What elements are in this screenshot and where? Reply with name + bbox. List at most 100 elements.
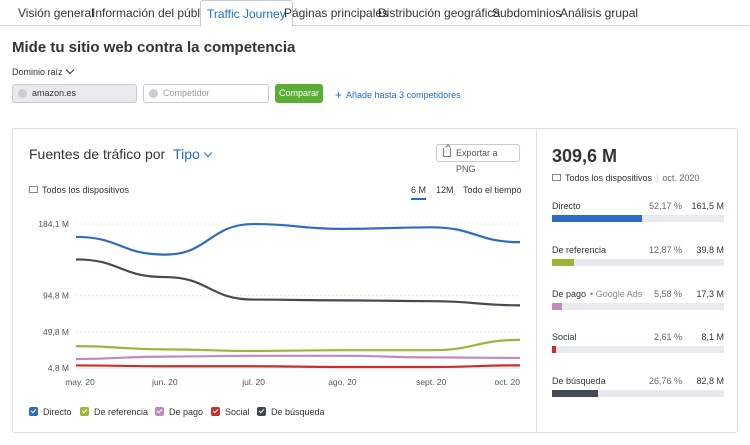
series-line-directo	[75, 222, 521, 256]
add-competitors-link[interactable]: + Añade hasta 3 competidores	[335, 87, 461, 102]
source-bar-fill	[552, 390, 599, 397]
source-sub: • Google Ads	[590, 289, 643, 299]
summary-date: oct. 2020	[662, 173, 700, 183]
source-name: De búsqueda	[552, 376, 606, 386]
x-tick-label: jul. 20	[241, 377, 265, 387]
source-value: 161,5 M	[691, 201, 724, 211]
devices-label: Todos los dispositivos	[42, 185, 130, 195]
source-bar-track	[552, 390, 724, 397]
page-title: Mide tu sitio web contra la competencia	[12, 39, 296, 56]
legend-de-referencia[interactable]: De referencia	[80, 406, 148, 417]
series-line-social	[75, 364, 521, 369]
legend-de-pago[interactable]: De pago	[155, 406, 203, 417]
compare-button[interactable]: Comparar	[275, 84, 323, 103]
devices-icon	[29, 186, 38, 193]
export-label: Exportar a PNG	[456, 148, 498, 174]
tab-informacion-publico[interactable]: Información del público	[92, 6, 216, 20]
period-12m[interactable]: 12M	[436, 185, 454, 195]
period-6m[interactable]: 6 M	[411, 185, 427, 200]
checkbox-icon	[211, 407, 220, 416]
root-domain-dropdown[interactable]: Dominio raíz	[12, 65, 74, 77]
checkbox-icon	[29, 407, 38, 416]
legend-directo[interactable]: Directo	[29, 406, 72, 417]
legend-social[interactable]: Social	[211, 406, 250, 417]
y-tick-label: 184,1 M	[38, 219, 69, 229]
chart-title-label: Fuentes de tráfico por	[29, 146, 166, 162]
source-bar-track	[552, 215, 724, 222]
summary-devices: Todos los dispositivos | oct. 2020	[552, 173, 699, 183]
x-tick-label: ago. 20	[328, 377, 357, 387]
source-bar-track	[552, 303, 724, 310]
x-tick-label: may. 20	[65, 377, 95, 387]
tab-vision-general[interactable]: Visión general	[18, 6, 94, 20]
status-dot-icon	[18, 89, 27, 98]
series-line-de-búsqueda	[75, 258, 521, 307]
type-selector-label: Tipo	[173, 146, 200, 162]
source-bar-track	[552, 346, 724, 353]
x-tick-label: oct. 20	[494, 377, 520, 387]
total-traffic: 309,6 M	[552, 146, 618, 166]
type-selector[interactable]: Tipo	[173, 146, 213, 162]
source-name: De pago	[552, 289, 587, 299]
competitor-input-placeholder: Competidor	[163, 88, 210, 98]
source-name-wrap: De pago • Google Ads	[552, 289, 642, 299]
legend-label: Social	[225, 407, 250, 417]
add-competitors-label: Añade hasta 3 competidores	[346, 90, 461, 100]
summary-devices-label: Todos los dispositivos	[565, 173, 653, 183]
checkbox-icon	[80, 407, 89, 416]
series-line-de-pago	[75, 354, 521, 361]
source-name: Directo	[552, 201, 581, 211]
domain-input-value: amazon.es	[32, 88, 77, 98]
source-name: Social	[552, 332, 577, 342]
source-name: De referencia	[552, 245, 607, 255]
source-percent: 5,58 %	[653, 289, 682, 299]
tab-subdominios[interactable]: Subdominios	[492, 6, 562, 20]
legend-de-busqueda[interactable]: De búsqueda	[257, 406, 325, 417]
source-value: 8,1 M	[701, 332, 724, 342]
source-percent: 2,61 %	[653, 332, 682, 342]
traffic-sources-card	[12, 128, 738, 433]
source-value: 17,3 M	[696, 289, 724, 299]
series-line-de-referencia	[75, 338, 521, 353]
period-all-time[interactable]: Todo el tiempo	[463, 185, 522, 195]
y-tick-label: 94,8 M	[43, 291, 69, 301]
export-png-button[interactable]: Exportar a PNG	[436, 144, 520, 174]
source-value: 82,8 M	[696, 376, 724, 386]
card-divider	[536, 128, 537, 433]
tab-analisis-grupal[interactable]: Análisis grupal	[560, 6, 639, 20]
domain-input[interactable]: amazon.es	[12, 84, 137, 103]
source-percent: 52,17 %	[648, 201, 682, 211]
x-tick-label: jun. 20	[151, 377, 178, 387]
legend-label: De búsqueda	[271, 407, 325, 417]
devices-icon	[552, 174, 561, 181]
source-bar-fill	[552, 346, 557, 353]
divider: |	[656, 173, 659, 183]
chart-title: Fuentes de tráfico por Tipo	[29, 146, 213, 162]
y-tick-label: 4,8 M	[48, 363, 69, 373]
root-domain-label: Dominio raíz	[12, 67, 63, 77]
source-sub-label: Google Ads	[595, 289, 643, 299]
tab-bar: Visión general Información del público T…	[0, 0, 750, 27]
competitor-input[interactable]: Competidor	[143, 84, 269, 103]
x-tick-label: sept. 20	[416, 377, 447, 387]
checkbox-icon	[155, 407, 164, 416]
legend-label: Directo	[43, 407, 72, 417]
source-percent: 26,76 %	[648, 376, 682, 386]
devices-selector[interactable]: Todos los dispositivos	[29, 185, 129, 195]
source-percent: 12,87 %	[648, 245, 682, 255]
export-icon	[443, 148, 451, 157]
source-bar-fill	[552, 259, 575, 266]
source-value: 39,8 M	[696, 245, 724, 255]
legend-label: De pago	[169, 407, 204, 417]
source-bar-track	[552, 259, 724, 266]
y-tick-label: 49,8 M	[43, 327, 69, 337]
plus-icon: +	[335, 88, 343, 102]
tab-traffic-journey[interactable]: Traffic Journey	[200, 0, 293, 27]
source-bar-fill	[552, 215, 642, 222]
status-dot-icon	[149, 89, 158, 98]
tab-paginas-principales[interactable]: Páginas principales	[284, 6, 389, 20]
legend-label: De referencia	[94, 407, 149, 417]
checkbox-icon	[257, 407, 266, 416]
tab-distribucion-geografica[interactable]: Distribución geográfica	[378, 6, 501, 20]
